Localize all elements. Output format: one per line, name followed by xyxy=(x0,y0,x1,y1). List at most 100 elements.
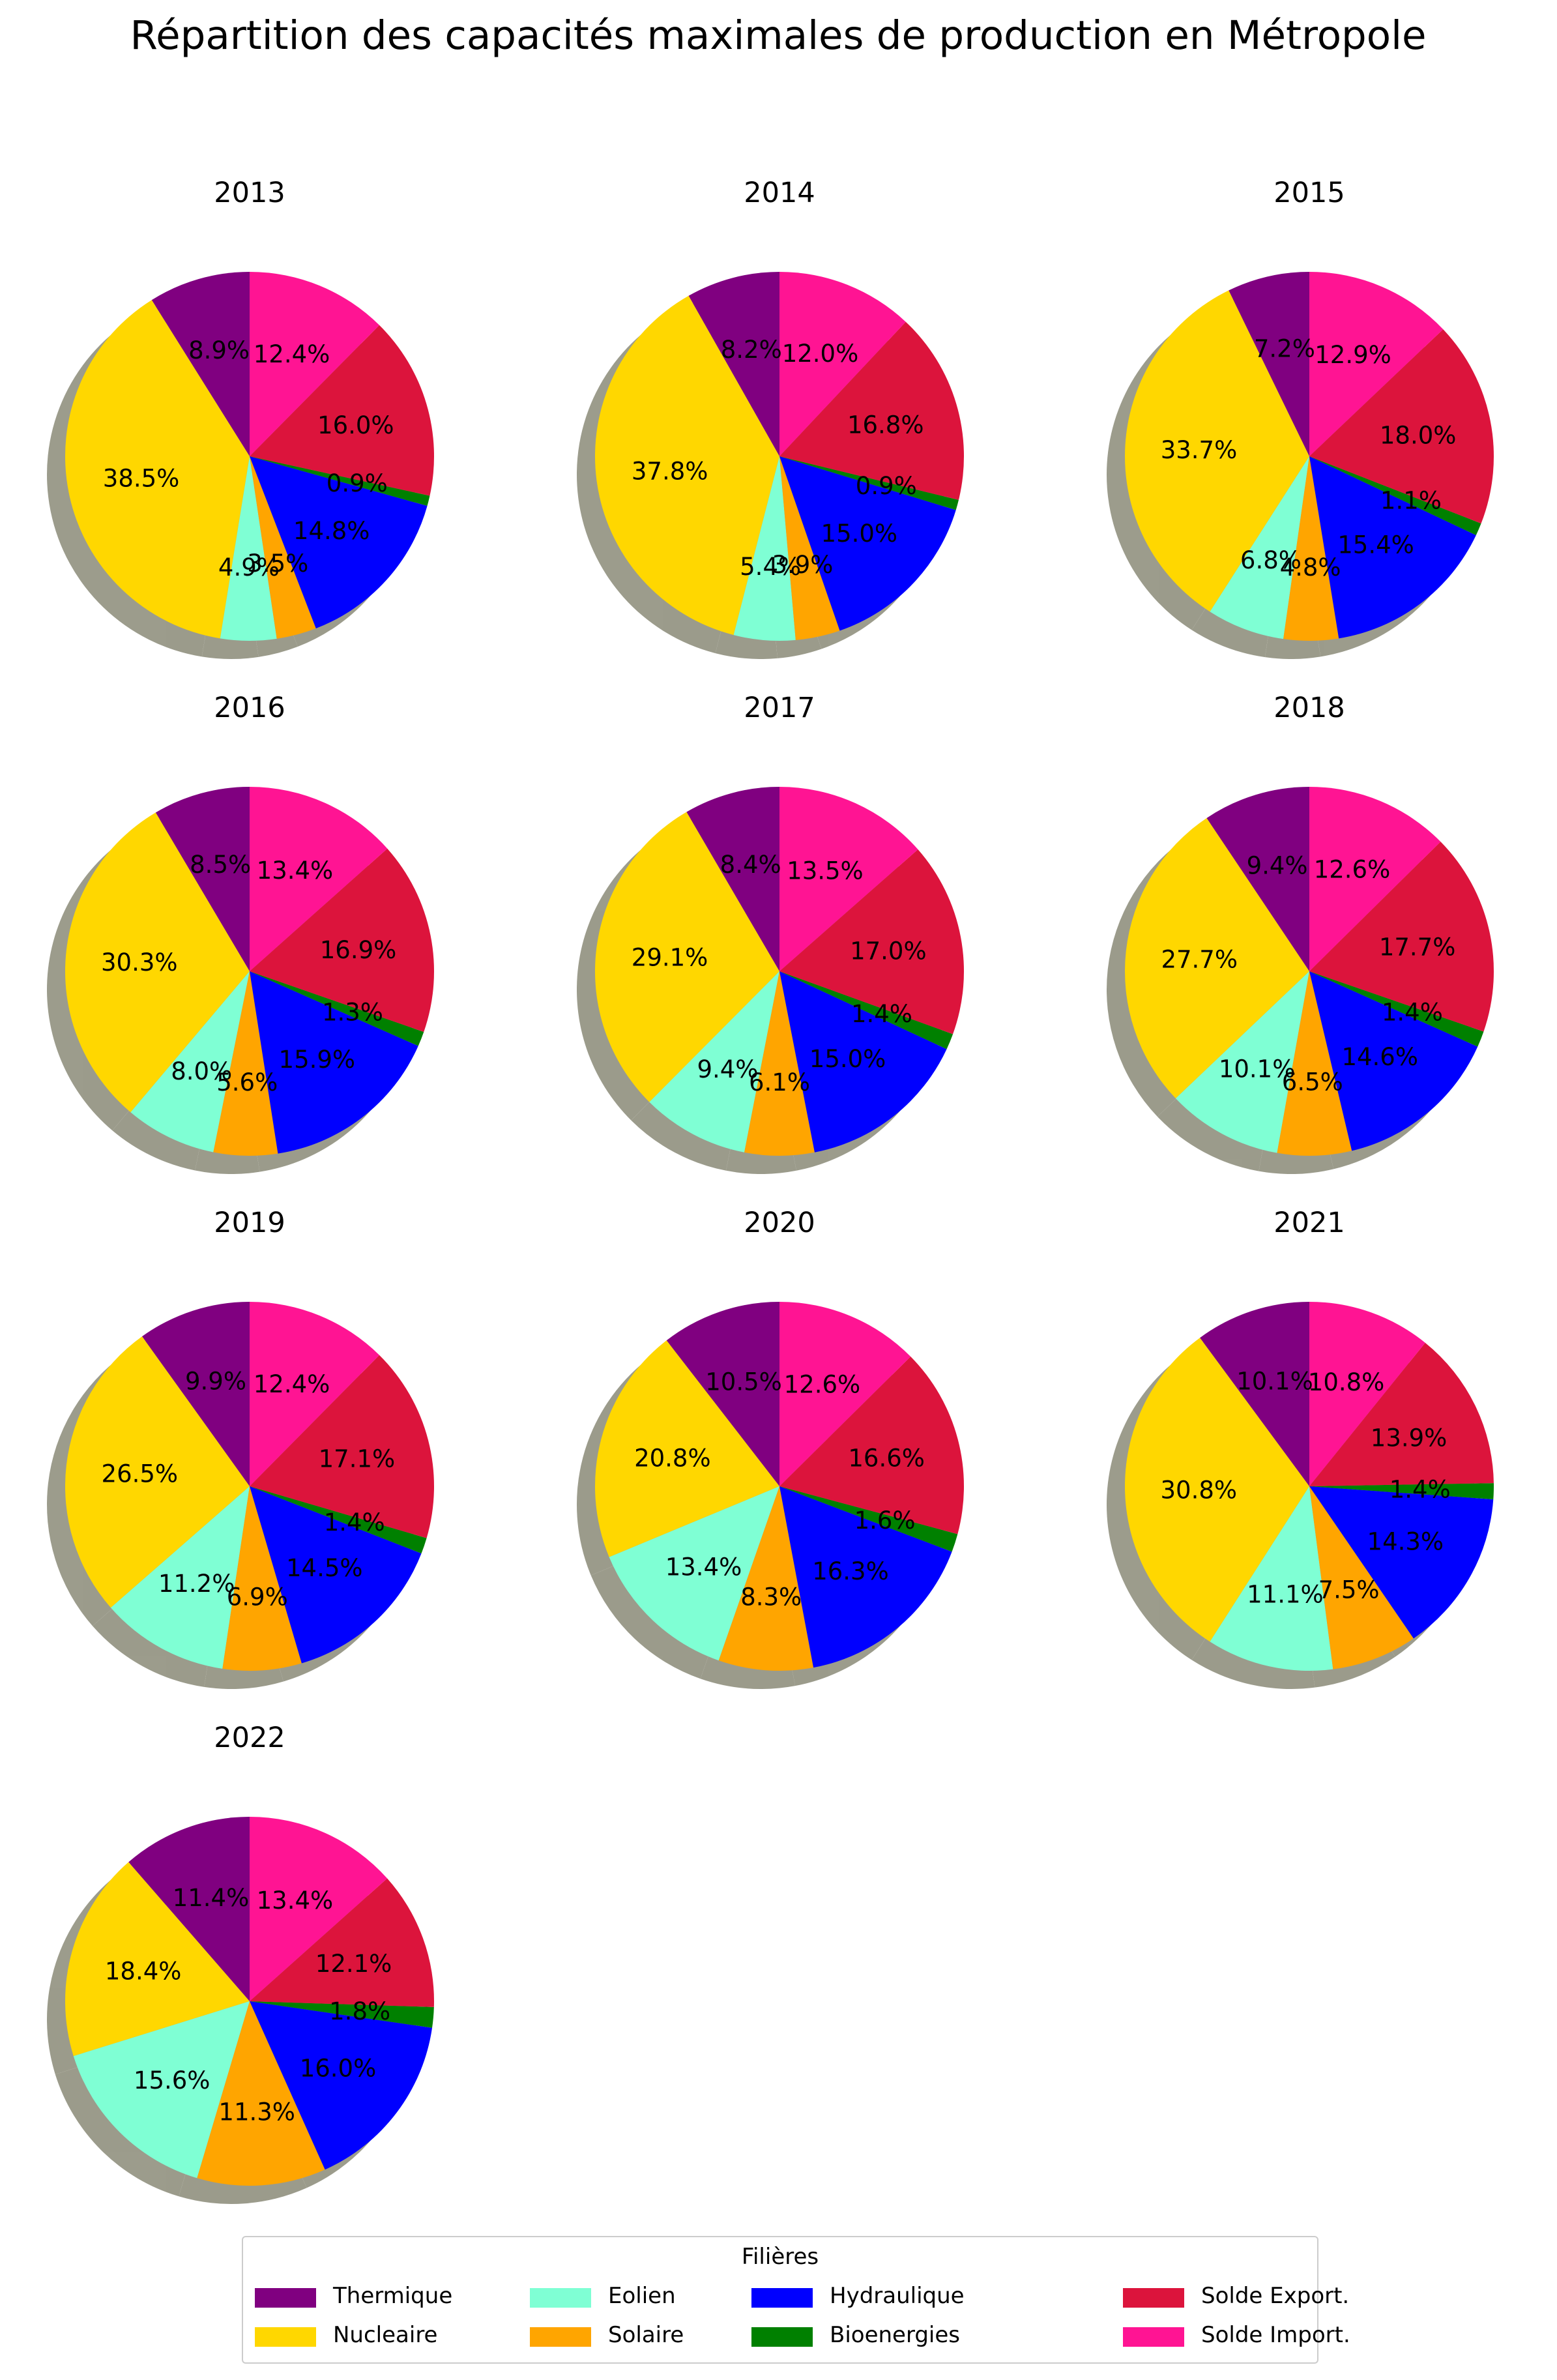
wedge-label: 17.1% xyxy=(319,1445,396,1473)
legend-label: Bioenergies xyxy=(830,2322,960,2348)
wedge-label: 5.4% xyxy=(740,553,801,581)
pie-2022: 2022 11.4% 18.4% 15.6%11.3%16.0% 1.8% 12.1% 13… xyxy=(47,1722,434,2204)
pie-2020: 2020 10.5% 20.8% 13.4%8.3% 16.3% 1.6% 16.6% 12.… xyxy=(577,1207,964,1689)
wedge-solde-export xyxy=(1309,1342,1494,1486)
wedge-nucleaire xyxy=(595,295,779,636)
wedge-label: 15.0% xyxy=(821,520,898,548)
wedge-label: 1.4% xyxy=(1382,999,1443,1027)
wedge-solaire xyxy=(197,2001,325,2186)
wedge-solde-import xyxy=(1309,272,1444,456)
wedge-label: 13.9% xyxy=(1371,1424,1448,1452)
wedge-solde-import xyxy=(1309,787,1441,971)
wedge-thermique xyxy=(688,272,779,456)
figure-title: Répartition des capacités maximales de p… xyxy=(130,12,1426,59)
wedge-label: 11.3% xyxy=(218,2098,295,2126)
legend-label: Nucleaire xyxy=(333,2322,438,2348)
wedge-hydraulique xyxy=(779,1486,952,1668)
wedge-label: 6.5% xyxy=(1282,1068,1343,1096)
wedge-eolien xyxy=(1175,971,1309,1153)
wedge-label: 15.4% xyxy=(1337,531,1414,559)
wedge-solde-export xyxy=(250,1878,434,2007)
wedge-nucleaire xyxy=(65,1336,250,1608)
wedge-label: 10.5% xyxy=(705,1368,782,1396)
wedge-label: 26.5% xyxy=(102,1460,179,1488)
wedge-bioenergies xyxy=(250,1486,427,1554)
wedge-eolien xyxy=(110,1486,250,1669)
wedge-label: 16.3% xyxy=(812,1557,889,1585)
wedge-hydraulique xyxy=(250,456,428,629)
pie-title: 2013 xyxy=(214,177,285,209)
wedge-eolien xyxy=(649,971,779,1153)
wedge-thermique xyxy=(1229,272,1309,456)
pie-title: 2016 xyxy=(214,692,285,724)
wedge-nucleaire xyxy=(65,812,250,1113)
wedge-label: 8.4% xyxy=(720,851,781,879)
wedge-eolien xyxy=(733,456,796,641)
wedge-solaire xyxy=(718,1486,814,1671)
wedge-solaire xyxy=(744,971,815,1156)
wedge-nucleaire xyxy=(595,812,779,1102)
wedge-label: 5.6% xyxy=(216,1068,278,1096)
wedge-label: 3.5% xyxy=(247,550,308,578)
wedge-label: 15.9% xyxy=(279,1046,356,1074)
wedge-label: 15.6% xyxy=(134,2066,211,2094)
wedge-label: 18.4% xyxy=(105,1958,182,1986)
wedge-solde-export xyxy=(779,849,964,1035)
wedge-hydraulique xyxy=(1309,1486,1494,1639)
wedge-label: 17.7% xyxy=(1379,933,1456,961)
wedge-bioenergies xyxy=(779,1486,958,1552)
wedge-label: 12.4% xyxy=(254,1370,330,1398)
wedge-label: 7.5% xyxy=(1318,1576,1380,1604)
wedge-label: 33.7% xyxy=(1161,436,1238,464)
wedge-bioenergies xyxy=(779,971,953,1050)
wedge-solde-import xyxy=(250,1301,380,1486)
wedge-solaire xyxy=(222,1486,302,1671)
wedge-label: 11.1% xyxy=(1247,1581,1324,1609)
wedge-label: 13.4% xyxy=(665,1553,742,1581)
wedge-label: 1.4% xyxy=(851,1000,912,1028)
wedge-label: 29.1% xyxy=(632,943,708,971)
wedge-nucleaire xyxy=(65,300,250,639)
legend-swatch xyxy=(1123,2288,1184,2308)
wedge-label: 16.8% xyxy=(847,411,924,439)
wedge-label: 13.4% xyxy=(257,857,334,885)
wedge-label: 18.0% xyxy=(1380,421,1457,449)
wedge-label: 4.8% xyxy=(1280,553,1341,581)
wedge-label: 0.9% xyxy=(327,469,388,497)
wedge-thermique xyxy=(1206,787,1309,971)
wedge-bioenergies xyxy=(250,2001,434,2028)
wedge-eolien xyxy=(73,2001,250,2179)
pies-layer: 2013 8.9% 38.5% 4.9%3.5% 14.8% 0.9% 16.0% 12.4%… xyxy=(46,177,1494,2204)
wedge-label: 12.9% xyxy=(1315,341,1391,369)
wedge-label: 37.8% xyxy=(632,457,708,485)
wedge-hydraulique xyxy=(250,971,418,1154)
wedge-label: 30.8% xyxy=(1161,1476,1238,1505)
wedge-thermique xyxy=(151,272,250,456)
wedge-label: 4.9% xyxy=(218,553,280,581)
wedge-label: 6.8% xyxy=(1240,546,1302,574)
wedge-solaire xyxy=(779,456,840,640)
wedge-thermique xyxy=(155,787,250,971)
wedge-label: 6.1% xyxy=(749,1068,810,1096)
pie-2021: 2021 10.1% 30.8% 11.1%7.5% 14.3% 1.4% 13.9% 10.… xyxy=(1107,1207,1494,1689)
legend-label: Solaire xyxy=(608,2322,684,2348)
wedge-label: 3.9% xyxy=(772,551,833,579)
wedge-solde-export xyxy=(779,321,964,500)
pie-title: 2015 xyxy=(1273,177,1345,209)
wedge-nucleaire xyxy=(595,1340,779,1557)
wedge-label: 8.9% xyxy=(188,336,250,364)
wedge-eolien xyxy=(1210,456,1309,639)
wedge-solaire xyxy=(213,971,278,1156)
wedge-label: 1.4% xyxy=(324,1508,385,1536)
wedge-label: 38.5% xyxy=(103,465,180,493)
pie-2018: 2018 9.4% 27.7% 10.1%6.5%14.6% 1.4% 17.7% 12.6… xyxy=(1107,692,1494,1174)
legend-label: Hydraulique xyxy=(830,2283,965,2309)
wedge-solaire xyxy=(1309,1486,1414,1669)
wedge-label: 13.5% xyxy=(787,857,864,885)
pie-2017: 2017 8.4% 29.1% 9.4%6.1%15.0% 1.4% 17.0% 13.5% xyxy=(577,692,964,1174)
pie-title: 2017 xyxy=(744,692,815,724)
wedge-solde-export xyxy=(250,1355,434,1538)
wedge-thermique xyxy=(141,1302,250,1486)
wedge-thermique xyxy=(1200,1302,1309,1486)
